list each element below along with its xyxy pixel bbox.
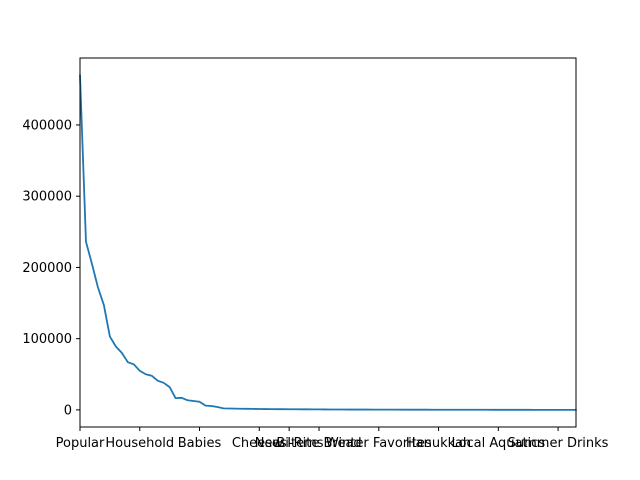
x-tick-label: Winter Favorites	[326, 436, 432, 451]
x-tick-label: Summer Drinks	[508, 436, 609, 451]
series-line	[79, 74, 577, 411]
y-axis: 0 100000 200000 300000 400000	[22, 118, 80, 418]
y-tick-label: 0	[64, 403, 72, 418]
x-tick-label: Local Aquatics	[452, 436, 546, 451]
x-tick-label: Cheeses	[232, 436, 287, 451]
x-tick-label: Popular	[56, 436, 105, 451]
y-tick-label: 400000	[22, 118, 72, 133]
y-tick-label: 200000	[22, 261, 72, 276]
plot-area	[79, 74, 577, 411]
axes-frame	[79, 57, 577, 428]
x-tick-label: Bi-Rite Bread	[276, 436, 361, 451]
x-tick-label: Babies	[178, 436, 222, 451]
x-tick-label: Household	[105, 436, 174, 451]
x-tick-label: New Items	[255, 436, 324, 451]
y-tick-label: 100000	[22, 332, 72, 347]
x-tick-label: Hanukkah	[406, 436, 471, 451]
y-tick-label: 300000	[22, 190, 72, 205]
